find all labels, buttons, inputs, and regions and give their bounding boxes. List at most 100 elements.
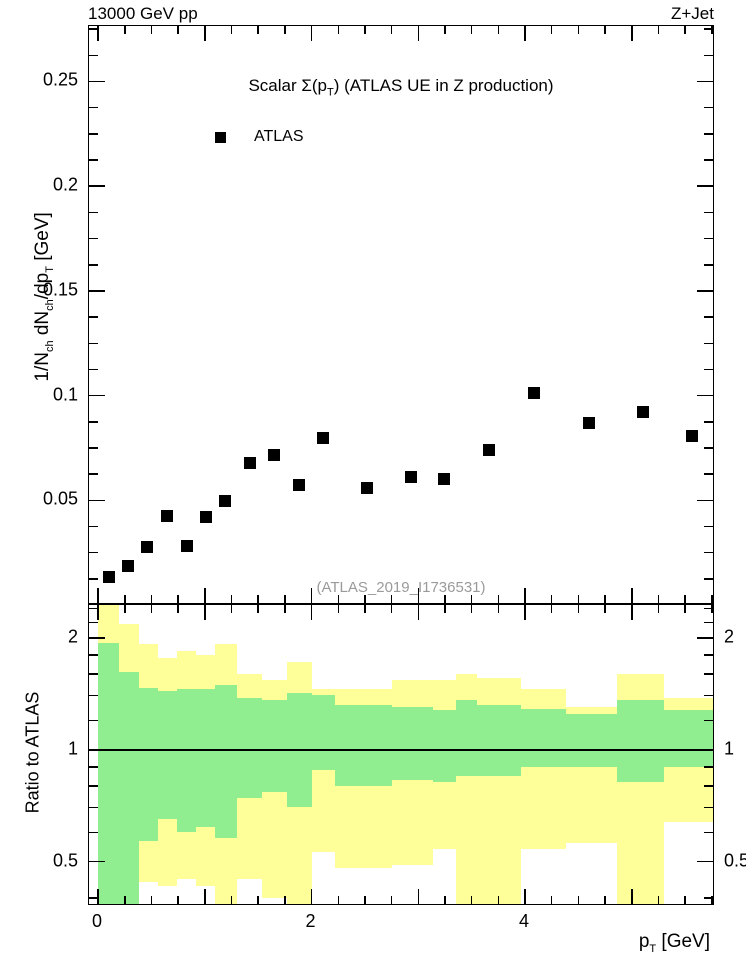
main-x-tick (657, 595, 660, 603)
ratio-y-tick (704, 621, 713, 624)
green-uncertainty-band (520, 708, 566, 767)
main-x-tick (684, 595, 686, 603)
ratio-y-tick (89, 806, 98, 809)
ratio-x-tick (230, 605, 233, 613)
main-y-axis-title: 1/Nch dNch/dpT [GeV] (32, 17, 56, 577)
main-y-tick (704, 473, 713, 475)
main-y-tick (89, 316, 98, 318)
title-prefix: Scalar (248, 76, 302, 95)
data-point (361, 482, 374, 495)
main-x-tick (204, 26, 206, 41)
green-uncertainty-band (119, 671, 139, 904)
main-y-tick (89, 421, 98, 423)
xlabel-part-1: p (638, 931, 650, 952)
filled-square-marker-icon (215, 131, 226, 143)
main-y-tick (704, 133, 713, 135)
ratio-y-tick (704, 897, 713, 899)
green-uncertainty-band (476, 704, 521, 776)
main-x-tick (444, 595, 446, 603)
ratio-x-tick (390, 605, 393, 613)
main-x-tick (284, 26, 286, 34)
main-y-tick-label: 0.2 (52, 174, 78, 195)
analysis-id-watermark: (ATLAS_2019_I1736531) (316, 579, 486, 596)
ratio-y-tick (89, 860, 105, 863)
ratio-y-tick (89, 637, 105, 639)
main-y-tick (89, 211, 98, 214)
xlabel-sub: T (649, 942, 657, 955)
main-x-tick (257, 595, 259, 603)
main-x-tick (684, 26, 686, 34)
ratio-plot-panel (88, 604, 714, 905)
ratio-y-tick-label-left: 0.5 (52, 850, 78, 871)
main-x-tick (390, 595, 393, 603)
title-suffix: ) (ATLAS UE in Z production) (333, 76, 554, 95)
green-uncertainty-band (616, 700, 664, 782)
main-y-tick (89, 159, 98, 161)
data-point (317, 432, 330, 445)
x-axis-title: pT [GeV] (639, 931, 710, 955)
ratio-y-tick (89, 766, 98, 768)
ratio-y-tick (89, 831, 98, 834)
ratio-x-tick (684, 605, 686, 613)
main-y-tick (697, 80, 713, 83)
green-uncertainty-band (215, 685, 237, 838)
ratio-x-tick (364, 605, 366, 613)
ratio-x-tick (150, 605, 153, 613)
main-x-tick (364, 595, 366, 603)
ylabel-sub-1: ch (43, 340, 56, 353)
main-x-tick (604, 595, 606, 603)
main-y-tick (89, 106, 98, 109)
ratio-y-tick-label-right: 2 (724, 626, 735, 647)
ratio-x-tick (284, 896, 286, 904)
main-y-tick (704, 421, 713, 423)
ratio-x-tick (310, 605, 313, 620)
data-point (482, 444, 495, 457)
main-y-tick (89, 525, 98, 528)
ylabel-part-2: dN (32, 310, 54, 341)
main-y-tick (704, 28, 713, 30)
x-tick-label: 0 (92, 911, 103, 931)
green-uncertainty-band (262, 700, 287, 792)
main-y-tick (704, 159, 713, 161)
main-x-tick (230, 26, 233, 34)
xlabel-part-2: [GeV] (656, 931, 710, 952)
ratio-y-tick (704, 673, 713, 675)
main-x-tick (284, 595, 286, 603)
data-point (243, 456, 256, 469)
ratio-x-tick (711, 605, 713, 613)
ratio-y-tick-label-left: 1 (67, 738, 78, 759)
green-uncertainty-band (335, 704, 392, 786)
ylabel-sub-3: T (43, 266, 56, 273)
ratio-x-tick (444, 605, 446, 613)
ratio-x-tick (497, 605, 500, 613)
ratio-y-tick (704, 719, 713, 722)
ratio-y-tick (704, 831, 713, 834)
main-plot-panel: Scalar Σ(pT) (ATLAS UE in Z production) … (88, 25, 714, 606)
main-y-tick (697, 499, 713, 502)
data-point (404, 470, 417, 483)
main-x-tick (417, 26, 420, 41)
ratio-y-tick (704, 806, 713, 809)
main-y-tick (697, 394, 713, 397)
ratio-x-tick (684, 896, 686, 904)
main-y-tick (89, 185, 105, 187)
x-tick-label: 4 (518, 911, 529, 931)
ratio-x-tick (150, 896, 153, 904)
ratio-x-tick (550, 896, 553, 904)
data-point (583, 417, 596, 430)
green-uncertainty-band (98, 642, 120, 904)
ratio-y-tick (89, 749, 105, 751)
main-x-tick (124, 26, 126, 34)
collision-energy-label: 13000 GeV pp (88, 4, 198, 23)
ratio-x-tick (97, 605, 99, 620)
ratio-x-tick (470, 896, 473, 904)
main-y-tick (89, 578, 98, 580)
main-x-tick (497, 595, 500, 603)
x-tick-label: 2 (305, 911, 316, 931)
process-label: Z+Jet (671, 4, 714, 23)
data-point (437, 472, 450, 485)
main-y-tick (89, 237, 98, 240)
main-x-tick (657, 26, 660, 34)
main-y-tick (704, 211, 713, 214)
main-y-tick (89, 499, 105, 502)
